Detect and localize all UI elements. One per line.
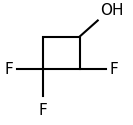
Text: F: F — [39, 103, 47, 118]
Text: OH: OH — [100, 3, 124, 18]
Text: F: F — [4, 62, 13, 77]
Text: F: F — [109, 62, 118, 77]
